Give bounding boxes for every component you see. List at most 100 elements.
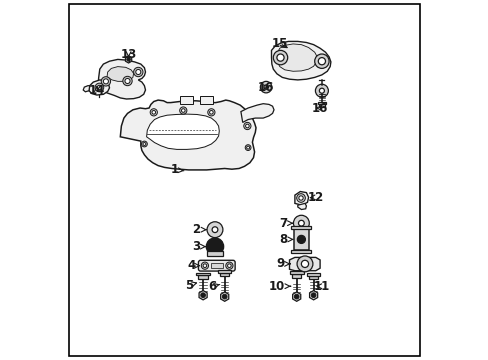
Circle shape (206, 238, 223, 255)
Circle shape (246, 146, 249, 149)
FancyBboxPatch shape (198, 260, 235, 271)
Circle shape (245, 124, 249, 128)
Text: 7: 7 (279, 217, 292, 230)
Text: 2: 2 (191, 223, 205, 236)
Circle shape (212, 227, 218, 233)
Circle shape (273, 50, 287, 65)
Circle shape (318, 58, 325, 65)
Polygon shape (294, 192, 308, 205)
Circle shape (141, 141, 147, 147)
Circle shape (222, 294, 226, 299)
FancyBboxPatch shape (198, 275, 208, 279)
Circle shape (315, 84, 328, 97)
Circle shape (126, 58, 130, 61)
FancyBboxPatch shape (200, 96, 213, 104)
Circle shape (227, 264, 231, 267)
Circle shape (298, 196, 303, 200)
Circle shape (209, 111, 213, 114)
Text: 14: 14 (88, 84, 105, 97)
Polygon shape (297, 203, 306, 210)
Polygon shape (199, 291, 207, 300)
Circle shape (294, 294, 299, 299)
Text: 5: 5 (184, 279, 196, 292)
Text: 13: 13 (120, 48, 137, 61)
Circle shape (122, 76, 132, 86)
Circle shape (150, 109, 157, 116)
Text: 16: 16 (257, 81, 273, 94)
Polygon shape (292, 292, 300, 301)
Circle shape (244, 122, 250, 130)
FancyBboxPatch shape (179, 96, 192, 104)
FancyBboxPatch shape (309, 276, 317, 279)
FancyBboxPatch shape (196, 273, 210, 275)
Polygon shape (120, 100, 256, 170)
Circle shape (225, 262, 232, 269)
Circle shape (181, 109, 185, 112)
Circle shape (201, 293, 205, 297)
Text: 16: 16 (311, 102, 327, 114)
FancyBboxPatch shape (291, 226, 311, 229)
FancyBboxPatch shape (318, 104, 324, 107)
FancyBboxPatch shape (317, 102, 325, 104)
Circle shape (142, 143, 145, 145)
Polygon shape (125, 56, 131, 63)
Polygon shape (271, 41, 330, 80)
FancyBboxPatch shape (294, 229, 308, 250)
FancyBboxPatch shape (211, 263, 223, 268)
Text: 11: 11 (313, 280, 329, 293)
Polygon shape (107, 67, 133, 81)
Circle shape (297, 235, 305, 243)
FancyBboxPatch shape (291, 250, 311, 253)
Circle shape (301, 260, 308, 267)
Polygon shape (220, 292, 228, 301)
Text: 8: 8 (279, 233, 293, 246)
Circle shape (276, 54, 284, 61)
Circle shape (97, 85, 102, 90)
Circle shape (314, 54, 328, 68)
Circle shape (206, 222, 223, 238)
Text: 3: 3 (191, 240, 205, 253)
Circle shape (201, 262, 208, 269)
Circle shape (179, 107, 186, 114)
FancyBboxPatch shape (220, 273, 228, 276)
FancyBboxPatch shape (291, 274, 301, 278)
Circle shape (101, 77, 110, 86)
Circle shape (293, 215, 309, 231)
Circle shape (95, 83, 103, 92)
Circle shape (296, 194, 305, 202)
FancyBboxPatch shape (206, 251, 223, 256)
Circle shape (244, 145, 250, 150)
Text: 1: 1 (170, 163, 183, 176)
Polygon shape (89, 80, 109, 95)
Circle shape (209, 242, 220, 252)
Polygon shape (276, 44, 317, 71)
Text: 4: 4 (187, 259, 199, 272)
FancyBboxPatch shape (306, 273, 320, 276)
Polygon shape (83, 86, 89, 92)
Circle shape (103, 79, 108, 84)
Circle shape (152, 111, 155, 114)
Text: 9: 9 (276, 257, 289, 270)
Polygon shape (241, 104, 273, 122)
Text: 10: 10 (268, 280, 290, 293)
FancyBboxPatch shape (218, 270, 231, 273)
Circle shape (207, 109, 215, 116)
Text: 6: 6 (208, 280, 219, 293)
Polygon shape (309, 291, 317, 300)
FancyBboxPatch shape (289, 271, 303, 274)
Circle shape (260, 81, 271, 93)
Circle shape (125, 78, 130, 84)
Circle shape (136, 69, 141, 75)
Circle shape (319, 88, 324, 93)
Circle shape (203, 264, 206, 267)
Polygon shape (146, 114, 219, 149)
Circle shape (264, 85, 268, 89)
Text: 15: 15 (271, 37, 287, 50)
Circle shape (296, 256, 312, 272)
Polygon shape (289, 257, 320, 271)
Circle shape (311, 293, 315, 297)
Polygon shape (98, 59, 145, 99)
Circle shape (133, 67, 142, 77)
Text: 12: 12 (307, 191, 323, 204)
Circle shape (298, 220, 304, 226)
